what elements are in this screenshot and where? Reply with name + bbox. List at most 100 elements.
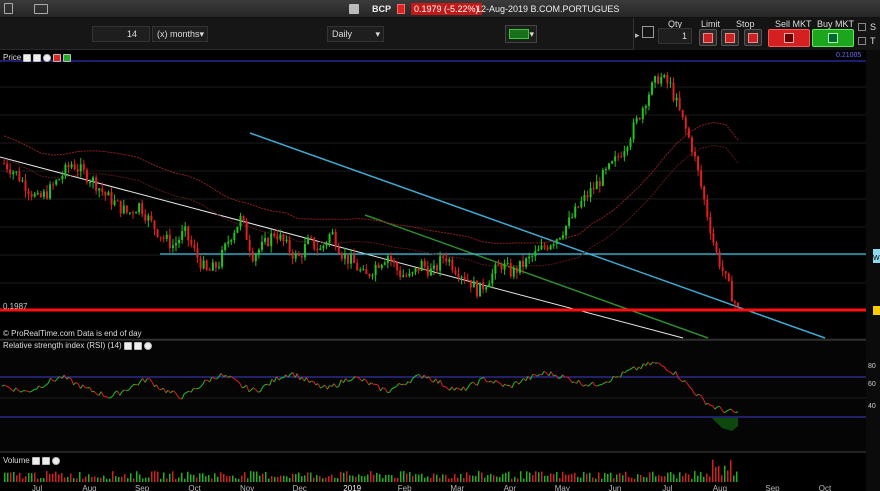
candle-body (6, 163, 9, 170)
side-t-label: T (870, 36, 876, 46)
volume-bar (10, 472, 12, 482)
collapse-arrow-icon[interactable]: ▸ (635, 30, 640, 40)
volume-bar (511, 478, 513, 482)
rsi-segment (585, 384, 589, 387)
window-icon[interactable] (41, 456, 50, 465)
red-square-icon[interactable] (53, 53, 62, 62)
candle-body (254, 254, 257, 262)
candle-body (475, 281, 478, 297)
stop-order-button[interactable] (744, 29, 762, 46)
candle-body (368, 273, 371, 277)
rsi-segment (52, 380, 56, 382)
volume-bar (628, 477, 630, 482)
buy-market-button[interactable] (812, 29, 854, 47)
volume-bar (568, 474, 570, 482)
keyboard-icon[interactable] (34, 4, 48, 14)
volume-bar (46, 471, 48, 482)
rsi-segment (190, 388, 194, 393)
rsi-segment (269, 379, 273, 386)
candle-body (131, 212, 134, 214)
wrench-icon[interactable] (31, 456, 40, 465)
volume-bar (4, 472, 6, 482)
document-icon[interactable] (4, 3, 13, 14)
rsi-segment (352, 376, 356, 380)
x-axis-month-label: Sep (765, 484, 780, 491)
volume-bar (157, 471, 159, 482)
candle-body (555, 239, 558, 245)
candle-body (644, 105, 647, 108)
limit-order-button-2[interactable] (721, 29, 739, 46)
volume-bar (658, 475, 660, 482)
volume-bar (244, 472, 246, 482)
candle-body (233, 232, 236, 240)
wrench-icon[interactable] (23, 53, 32, 62)
timeframe-select[interactable]: Daily ▾ (327, 26, 384, 42)
rsi-segment (75, 382, 79, 385)
volume-bar (493, 475, 495, 482)
candle-body (18, 171, 21, 182)
rsi-segment (470, 381, 473, 385)
indicator-menu-button[interactable]: ▾ (505, 25, 537, 43)
rsi-segment (702, 398, 707, 405)
volume-bar (436, 474, 438, 482)
window-icon[interactable] (33, 53, 42, 62)
phone-icon[interactable] (349, 4, 359, 14)
volume-bar (247, 478, 249, 482)
rsi-segment (84, 386, 88, 389)
volume-bar (730, 460, 732, 482)
sell-market-button[interactable] (768, 29, 810, 47)
volume-bar (127, 478, 129, 482)
volume-bar (394, 477, 396, 482)
volume-bar (256, 471, 258, 482)
volume-bar (688, 474, 690, 482)
volume-bar (562, 471, 564, 482)
rsi-segment (603, 381, 607, 384)
candle-body (423, 261, 426, 267)
volume-bar (661, 476, 663, 482)
candle-body (224, 243, 227, 250)
rsi-segment (124, 389, 127, 392)
volume-bar (619, 473, 621, 482)
period-input[interactable]: 14 (92, 26, 150, 42)
limit-order-button[interactable] (699, 29, 717, 46)
close-icon[interactable] (51, 456, 60, 465)
rsi-segment (151, 381, 155, 388)
checkbox-t[interactable] (858, 37, 866, 45)
rsi-segment (333, 383, 337, 388)
rsi-segment (248, 389, 252, 393)
volume-bar (343, 472, 345, 482)
close-icon[interactable] (143, 341, 152, 350)
candle-body (101, 188, 104, 192)
window-icon[interactable] (133, 341, 142, 350)
green-square-icon[interactable] (63, 53, 72, 62)
period-unit-select[interactable]: (x) months ▾ (152, 26, 208, 42)
candle-body (540, 245, 543, 250)
wrench-icon[interactable] (123, 341, 132, 350)
candle-body (92, 177, 95, 183)
close-icon[interactable] (43, 53, 52, 62)
candle-body (346, 254, 349, 264)
rsi-segment (680, 379, 683, 383)
rsi-segment (629, 367, 633, 371)
checkbox-s[interactable] (858, 23, 866, 31)
qty-input[interactable]: 1 (658, 28, 692, 44)
volume-bar (352, 475, 354, 482)
volume-bar (289, 478, 291, 482)
volume-bar (304, 475, 306, 482)
volume-bar (85, 476, 87, 482)
rsi-segment (686, 383, 690, 388)
chart-canvas[interactable]: Jul Aug Sep Oct Nov Dec 2019 Feb Mar Apr May Jun Jul… (0, 50, 880, 491)
alert-icon[interactable] (397, 4, 405, 14)
rsi-segment (548, 371, 552, 377)
candle-body (491, 273, 494, 284)
wrench-icon[interactable] (642, 26, 654, 38)
volume-bar (391, 475, 393, 482)
rsi-segment (675, 371, 679, 378)
rsi-segment (359, 378, 363, 382)
rsi-segment (504, 383, 508, 386)
volume-bar (634, 478, 636, 482)
rsi-segment (368, 382, 372, 386)
candle-body (715, 242, 718, 252)
rsi-segment (68, 376, 72, 380)
